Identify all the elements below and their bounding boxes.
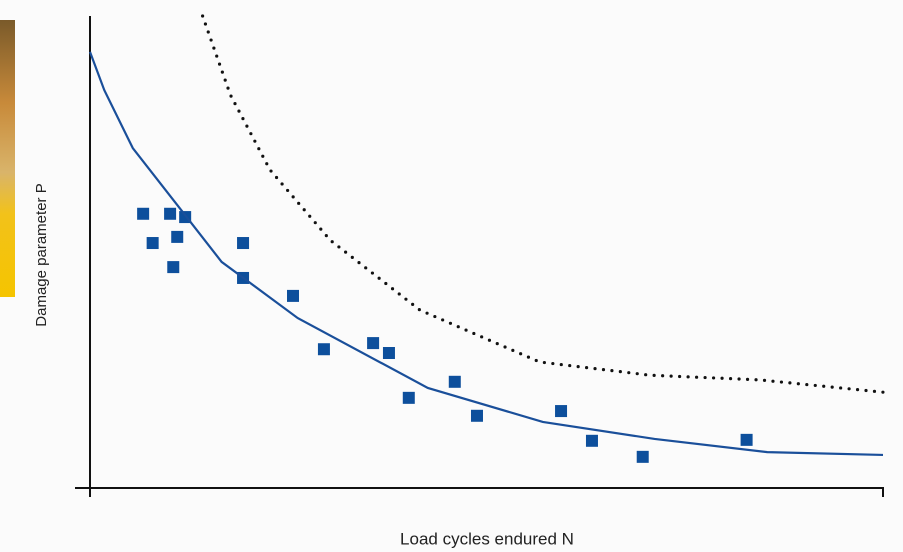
- data-point: [367, 337, 380, 350]
- data-point: [470, 409, 483, 422]
- decorative-strip: [0, 20, 15, 297]
- data-point: [146, 237, 159, 250]
- data-point: [382, 347, 395, 360]
- data-point: [636, 450, 649, 463]
- dotted-curve: [201, 14, 885, 394]
- data-point: [448, 375, 461, 388]
- data-point: [167, 261, 180, 274]
- data-point: [555, 405, 568, 418]
- data-point: [317, 343, 330, 356]
- y-axis-label: Damage parameter P: [33, 183, 50, 326]
- data-point: [137, 207, 150, 220]
- data-point: [402, 391, 415, 404]
- data-point: [237, 237, 250, 250]
- data-point: [164, 207, 177, 220]
- data-point: [171, 230, 184, 243]
- data-point: [287, 289, 300, 302]
- x-axis-label: Load cycles endured N: [400, 529, 574, 548]
- data-point: [585, 434, 598, 447]
- data-point: [740, 433, 753, 446]
- fit-curve: [88, 51, 884, 457]
